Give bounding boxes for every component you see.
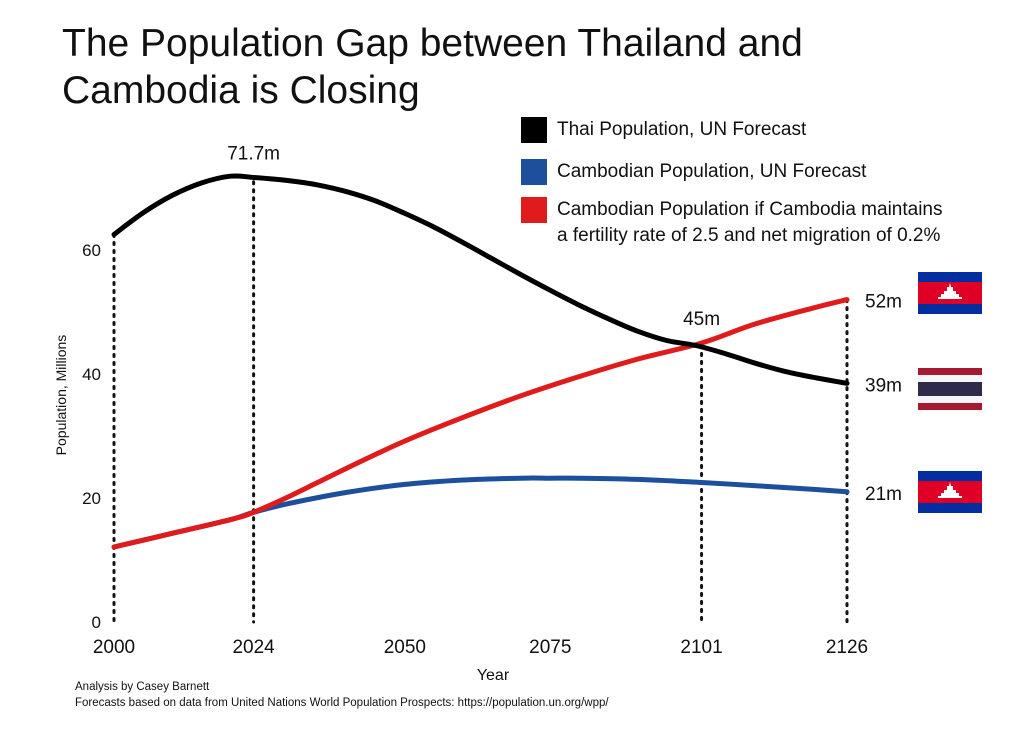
y-tick-label: 60 xyxy=(82,241,101,260)
cambodia-flag-icon xyxy=(918,471,982,513)
series-line-thai xyxy=(111,173,850,386)
legend-swatch-thai xyxy=(521,117,547,143)
x-tick-label: 2126 xyxy=(826,637,868,658)
credits: Analysis by Casey Barnett Forecasts base… xyxy=(75,679,609,711)
legend-label-thai: Thai Population, UN Forecast xyxy=(557,119,807,140)
annotation-label: 39m xyxy=(865,375,902,396)
y-tick-label: 20 xyxy=(82,489,101,508)
y-axis-label: Population, Millions xyxy=(53,335,69,456)
x-tick-label: 2050 xyxy=(384,637,426,658)
chart-title: The Population Gap between Thailand and … xyxy=(62,22,803,112)
legend-swatch-cambodia-alt xyxy=(521,197,547,223)
legend-label-cambodia-un: Cambodian Population, UN Forecast xyxy=(557,161,867,182)
legend-swatch-cambodia-un xyxy=(521,159,547,185)
thailand-flag-icon xyxy=(918,368,982,410)
y-tick-label: 0 xyxy=(92,613,101,632)
x-tick-label: 2000 xyxy=(93,637,135,658)
value-annotations: 71.7m 45m 52m 39m 21m xyxy=(227,143,902,504)
cambodia-flag-icon xyxy=(918,272,982,314)
series-lines xyxy=(111,173,850,550)
series-line-cambodia-un xyxy=(111,475,850,550)
x-tick-label: 2024 xyxy=(232,637,275,658)
y-tick-label: 40 xyxy=(82,365,101,384)
credit-source: Forecasts based on data from United Nati… xyxy=(75,697,609,709)
x-tick-label: 2075 xyxy=(529,637,571,658)
x-axis-label: Year xyxy=(477,667,510,684)
annotation-label: 21m xyxy=(865,484,902,505)
annotation-label: 52m xyxy=(865,292,902,313)
annotation-label: 45m xyxy=(683,309,720,330)
series-line-cambodia-alt xyxy=(111,297,850,550)
credit-author: Analysis by Casey Barnett xyxy=(75,681,210,693)
annotation-label: 71.7m xyxy=(227,143,280,164)
legend-label-cambodia-alt: Cambodian Population if Cambodia maintai… xyxy=(557,199,943,246)
tick-labels: 2000 2024 2050 2075 2101 2126 0 20 40 60 xyxy=(82,241,868,658)
x-tick-label: 2101 xyxy=(680,637,722,658)
